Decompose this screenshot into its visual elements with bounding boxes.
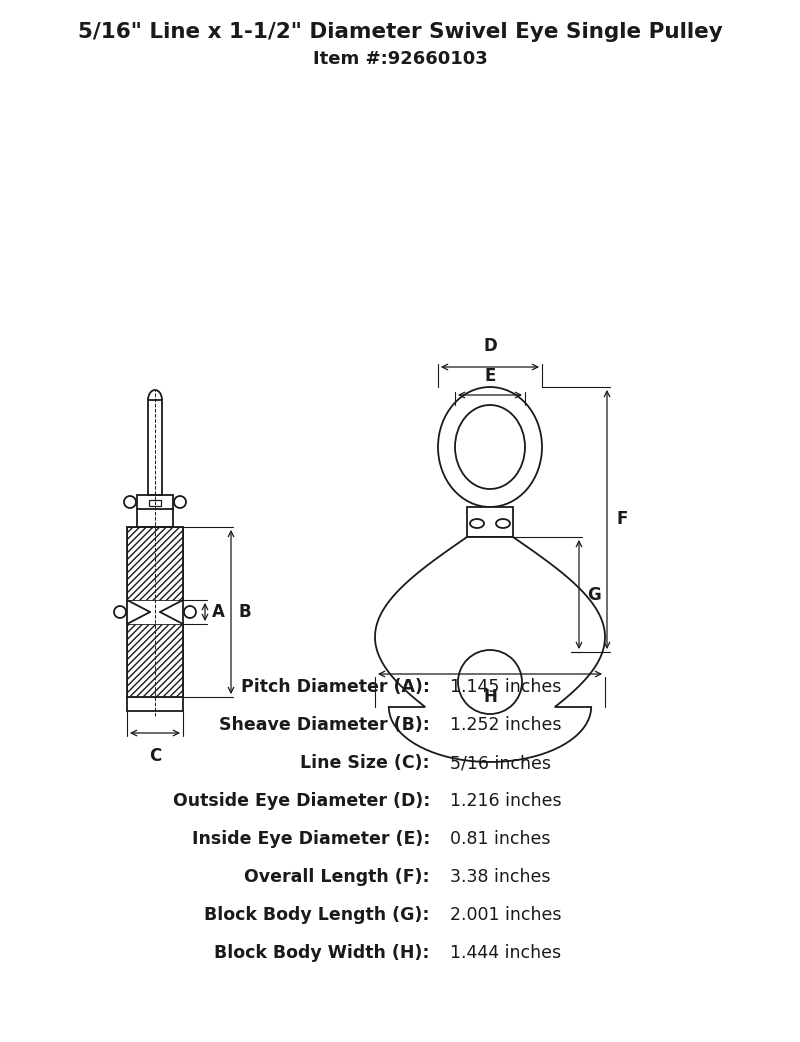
Text: 1.216 inches: 1.216 inches (450, 792, 562, 810)
Text: Sheave Diameter (B):: Sheave Diameter (B): (219, 716, 430, 734)
Polygon shape (127, 624, 183, 697)
Text: Block Body Width (H):: Block Body Width (H): (214, 944, 430, 962)
Text: 1.252 inches: 1.252 inches (450, 716, 562, 734)
Circle shape (114, 606, 126, 618)
Text: Block Body Length (G):: Block Body Length (G): (205, 905, 430, 924)
Polygon shape (467, 507, 513, 537)
Circle shape (174, 496, 186, 508)
Polygon shape (149, 500, 161, 506)
Text: G: G (587, 586, 601, 603)
Text: F: F (617, 511, 628, 528)
Text: 3.38 inches: 3.38 inches (450, 868, 550, 886)
Polygon shape (148, 400, 162, 495)
Polygon shape (375, 537, 605, 762)
Circle shape (458, 650, 522, 714)
Ellipse shape (438, 387, 542, 507)
Ellipse shape (470, 519, 484, 528)
Circle shape (124, 496, 136, 508)
Text: Pitch Diameter (A):: Pitch Diameter (A): (241, 678, 430, 696)
Text: B: B (238, 603, 250, 621)
Text: 1.145 inches: 1.145 inches (450, 678, 562, 696)
Text: H: H (483, 688, 497, 706)
Text: 1.444 inches: 1.444 inches (450, 944, 561, 962)
Text: Line Size (C):: Line Size (C): (300, 754, 430, 772)
Text: Outside Eye Diameter (D):: Outside Eye Diameter (D): (173, 792, 430, 810)
Text: Item #:92660103: Item #:92660103 (313, 50, 487, 68)
Text: C: C (149, 747, 161, 765)
Circle shape (184, 606, 196, 618)
Polygon shape (127, 527, 183, 600)
Text: 0.81 inches: 0.81 inches (450, 830, 550, 848)
Text: 2.001 inches: 2.001 inches (450, 905, 562, 924)
Text: Overall Length (F):: Overall Length (F): (244, 868, 430, 886)
Text: 5/16 inches: 5/16 inches (450, 754, 551, 772)
Text: 5/16" Line x 1-1/2" Diameter Swivel Eye Single Pulley: 5/16" Line x 1-1/2" Diameter Swivel Eye … (78, 22, 722, 42)
Ellipse shape (455, 405, 525, 489)
Text: E: E (484, 367, 496, 384)
Ellipse shape (496, 519, 510, 528)
Text: A: A (212, 603, 225, 621)
Text: D: D (483, 337, 497, 355)
Text: Inside Eye Diameter (E):: Inside Eye Diameter (E): (192, 830, 430, 848)
